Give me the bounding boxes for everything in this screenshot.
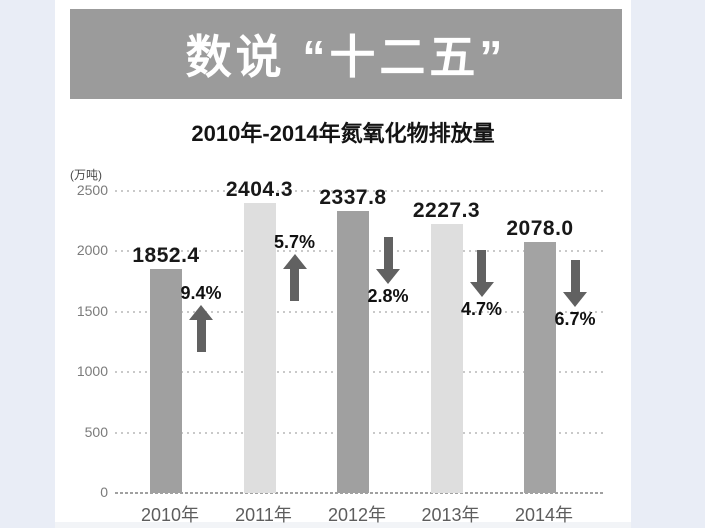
bar-2010年 bbox=[150, 269, 182, 493]
x-tick-label: 2014年 bbox=[514, 505, 574, 525]
y-tick-label: 1500 bbox=[76, 302, 108, 319]
down-arrow-icon bbox=[563, 259, 587, 307]
bar-2012年 bbox=[337, 210, 369, 493]
chart-title: 2010年-2014年氮氧化物排放量 bbox=[191, 121, 495, 146]
up-arrow-icon bbox=[189, 305, 213, 353]
y-tick-label: 2000 bbox=[76, 242, 108, 259]
change-percent-label: 6.7% bbox=[554, 308, 596, 329]
change-annotation: 9.4% bbox=[166, 283, 236, 354]
change-percent-label: 2.8% bbox=[367, 285, 409, 306]
x-tick-label: 2011年 bbox=[235, 505, 292, 525]
down-arrow-icon bbox=[376, 236, 400, 284]
change-annotation: 4.7% bbox=[447, 248, 517, 319]
grid-line bbox=[115, 190, 605, 192]
bar-value-label: 2227.3 bbox=[412, 198, 481, 222]
change-annotation: 6.7% bbox=[540, 258, 610, 329]
x-axis-baseline bbox=[115, 492, 605, 494]
y-tick-label: 2500 bbox=[76, 182, 108, 198]
change-percent-label: 9.4% bbox=[180, 283, 222, 304]
banner-title: 数说 “十二五” bbox=[185, 31, 507, 83]
x-tick-label: 2013年 bbox=[421, 505, 480, 525]
bar-value-label: 1852.4 bbox=[132, 244, 200, 268]
down-arrow-icon bbox=[469, 249, 494, 297]
footer-strip bbox=[55, 522, 631, 528]
bar-2011年 bbox=[243, 202, 276, 493]
change-annotation: 5.7% bbox=[260, 232, 330, 303]
bar-2013年 bbox=[430, 223, 463, 493]
bar-value-label: 2337.8 bbox=[319, 185, 387, 209]
change-percent-label: 4.7% bbox=[460, 298, 503, 319]
y-axis-unit-label: (万吨) bbox=[70, 168, 102, 182]
y-tick-label: 1000 bbox=[76, 363, 108, 380]
y-tick-label: 0 bbox=[100, 484, 108, 500]
up-arrow-icon bbox=[282, 253, 307, 301]
bar-2014年 bbox=[524, 241, 556, 493]
bar-value-label: 2404.3 bbox=[225, 177, 294, 201]
change-percent-label: 5.7% bbox=[273, 231, 316, 252]
x-tick-label: 2012年 bbox=[327, 505, 387, 525]
change-annotation: 2.8% bbox=[353, 235, 423, 306]
y-tick-label: 500 bbox=[84, 423, 108, 440]
bar-value-label: 2078.0 bbox=[506, 216, 574, 240]
x-tick-label: 2010年 bbox=[140, 505, 200, 525]
title-banner: 数说 “十二五” bbox=[70, 9, 622, 99]
